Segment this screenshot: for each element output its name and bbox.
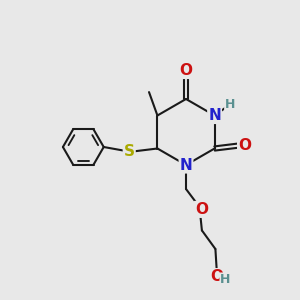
Text: H: H: [220, 273, 230, 286]
Text: S: S: [124, 144, 135, 159]
Text: N: N: [208, 108, 221, 123]
Text: O: O: [179, 63, 193, 78]
Text: O: O: [238, 138, 251, 153]
Text: O: O: [210, 269, 224, 284]
Text: H: H: [225, 98, 236, 111]
Text: O: O: [195, 202, 208, 217]
Text: N: N: [180, 158, 192, 172]
